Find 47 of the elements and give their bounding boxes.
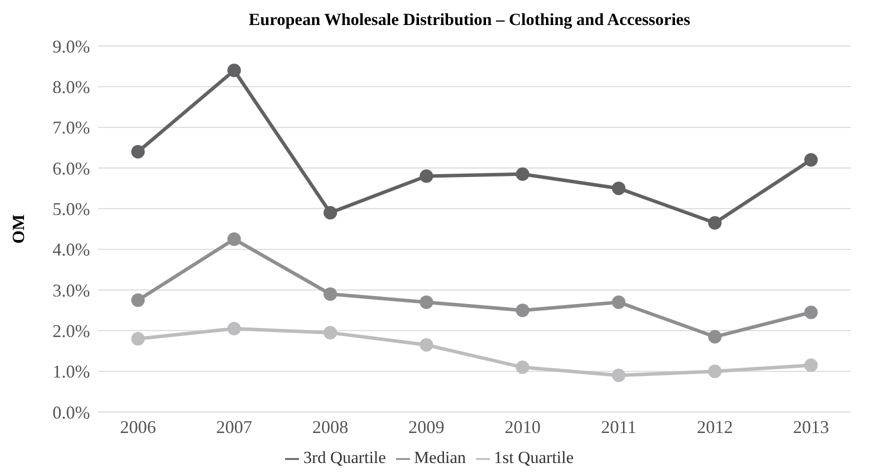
y-axis-title: OM — [9, 214, 28, 244]
point — [804, 358, 818, 372]
y-tick-label: 1.0% — [52, 362, 90, 382]
point — [708, 216, 722, 230]
point — [227, 64, 241, 78]
y-tick-label: 3.0% — [52, 280, 90, 300]
point — [131, 332, 145, 346]
point — [612, 182, 626, 196]
y-tick-label: 5.0% — [52, 199, 90, 220]
point — [324, 206, 338, 220]
point — [131, 293, 145, 307]
point — [227, 322, 241, 336]
x-tick-label: 2012 — [696, 416, 733, 437]
y-tick-label: 9.0% — [52, 36, 90, 56]
x-tick-label: 2011 — [601, 416, 636, 437]
point — [324, 326, 338, 340]
point — [708, 364, 722, 378]
point — [516, 304, 530, 318]
point — [131, 144, 145, 158]
x-tick-label: 2009 — [408, 416, 444, 437]
x-tick-label: 2010 — [504, 416, 541, 437]
y-tick-label: 6.0% — [52, 158, 90, 178]
chart-title: European Wholesale Distribution – Clothing and Accessories — [248, 9, 692, 31]
x-tick-label: 2007 — [216, 416, 252, 437]
point — [612, 295, 626, 309]
x-tick-label: 2013 — [793, 416, 829, 437]
legend-label: 1st Quartile — [494, 448, 574, 467]
y-tick-label: 7.0% — [52, 118, 90, 138]
point — [420, 169, 434, 183]
y-tick-label: 4.0% — [52, 240, 90, 260]
point — [804, 153, 818, 167]
x-tick-label: 2008 — [312, 416, 348, 437]
point — [420, 295, 434, 309]
point — [612, 368, 626, 382]
y-tick-label: 2.0% — [52, 321, 90, 342]
point — [516, 360, 530, 374]
point — [227, 232, 241, 246]
point — [324, 287, 338, 301]
point — [804, 306, 818, 320]
point — [516, 167, 530, 181]
point — [708, 330, 722, 344]
legend-label: Median — [414, 448, 466, 467]
point — [420, 338, 434, 352]
x-tick-label: 2006 — [120, 416, 156, 437]
legend-label: 3rd Quartile — [303, 448, 386, 467]
y-tick-label: 8.0% — [52, 77, 90, 98]
y-tick-label: 0.0% — [52, 402, 90, 422]
